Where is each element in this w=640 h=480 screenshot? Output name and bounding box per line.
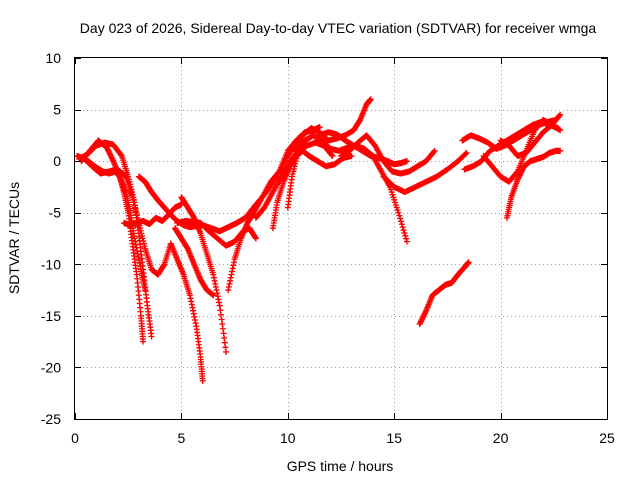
data-point-marker — [557, 111, 564, 118]
x-tick-label: 5 — [178, 430, 186, 446]
x-axis-label: GPS time / hours — [287, 458, 394, 474]
data-point-marker — [395, 209, 402, 216]
y-tick-label: -10 — [41, 256, 61, 272]
y-tick-label: -25 — [41, 411, 61, 427]
plot-frame — [74, 57, 608, 420]
data-point-marker — [400, 227, 407, 234]
series-arc-8 — [172, 225, 217, 299]
data-point-marker — [399, 224, 406, 231]
data-point-marker — [557, 127, 564, 134]
data-point-marker — [557, 147, 564, 154]
x-tick-label: 15 — [386, 430, 402, 446]
data-point-marker — [142, 287, 149, 294]
chart-title: Day 023 of 2026, Sidereal Day-to-day VTE… — [80, 20, 597, 36]
data-point-marker — [223, 348, 230, 355]
data-point-marker — [430, 148, 437, 155]
data-point-marker — [210, 292, 217, 299]
data-point-marker — [465, 259, 472, 266]
x-tick-label: 25 — [599, 430, 615, 446]
x-tick-label: 10 — [280, 430, 296, 446]
series-arc-9 — [178, 194, 230, 355]
y-tick-label: -15 — [41, 308, 61, 324]
data-point-marker — [556, 112, 563, 119]
y-tick-labels: -25 -20 -15 -10 -5 0 5 10 — [41, 50, 61, 427]
data-point-marker — [462, 150, 469, 157]
y-tick-label: -20 — [41, 359, 61, 375]
series-arc-24 — [503, 147, 564, 221]
data-points — [74, 96, 564, 384]
data-point-marker — [402, 232, 409, 239]
data-point-marker — [328, 151, 335, 158]
series-arc-4 — [80, 155, 174, 278]
y-axis-label: SDTVAR / TECUs — [6, 182, 22, 294]
data-point-marker — [275, 169, 282, 176]
series-arc-20 — [416, 259, 472, 328]
series-arc-1 — [74, 152, 147, 345]
data-point-marker — [403, 158, 410, 165]
y-tick-label: 10 — [45, 50, 61, 66]
data-point-marker — [329, 152, 336, 159]
data-point-marker — [431, 147, 438, 154]
x-tick-label: 0 — [71, 430, 79, 446]
series-arc-25 — [497, 111, 564, 159]
y-tick-label: 0 — [53, 153, 61, 169]
x-tick-labels: 0 5 10 15 20 25 — [71, 430, 615, 446]
series-arc-18 — [338, 132, 438, 177]
data-point-marker — [348, 152, 355, 159]
axis-ticks — [75, 58, 608, 420]
series-arc-5 — [120, 201, 185, 229]
x-tick-label: 20 — [493, 430, 509, 446]
data-point-marker — [148, 333, 155, 340]
data-point-marker — [398, 221, 405, 228]
data-point-marker — [398, 218, 405, 225]
data-point-marker — [401, 229, 408, 236]
data-point-marker — [396, 212, 403, 219]
data-point-marker — [397, 215, 404, 222]
data-point-marker — [117, 151, 124, 158]
data-point-marker — [252, 235, 259, 242]
data-point-marker — [403, 238, 410, 245]
grid-lines — [75, 58, 607, 419]
data-point-marker — [316, 124, 323, 131]
data-point-marker — [463, 149, 470, 156]
data-point-marker — [140, 338, 147, 345]
data-point-marker — [403, 235, 410, 242]
data-point-marker — [367, 96, 374, 103]
data-point-marker — [199, 377, 206, 384]
y-tick-label: -5 — [49, 205, 62, 221]
series-arc-3 — [78, 137, 149, 294]
y-tick-label: 5 — [53, 102, 61, 118]
series-arc-7 — [167, 240, 206, 384]
series-arc-19 — [380, 149, 470, 196]
series-arc-12 — [225, 124, 323, 294]
